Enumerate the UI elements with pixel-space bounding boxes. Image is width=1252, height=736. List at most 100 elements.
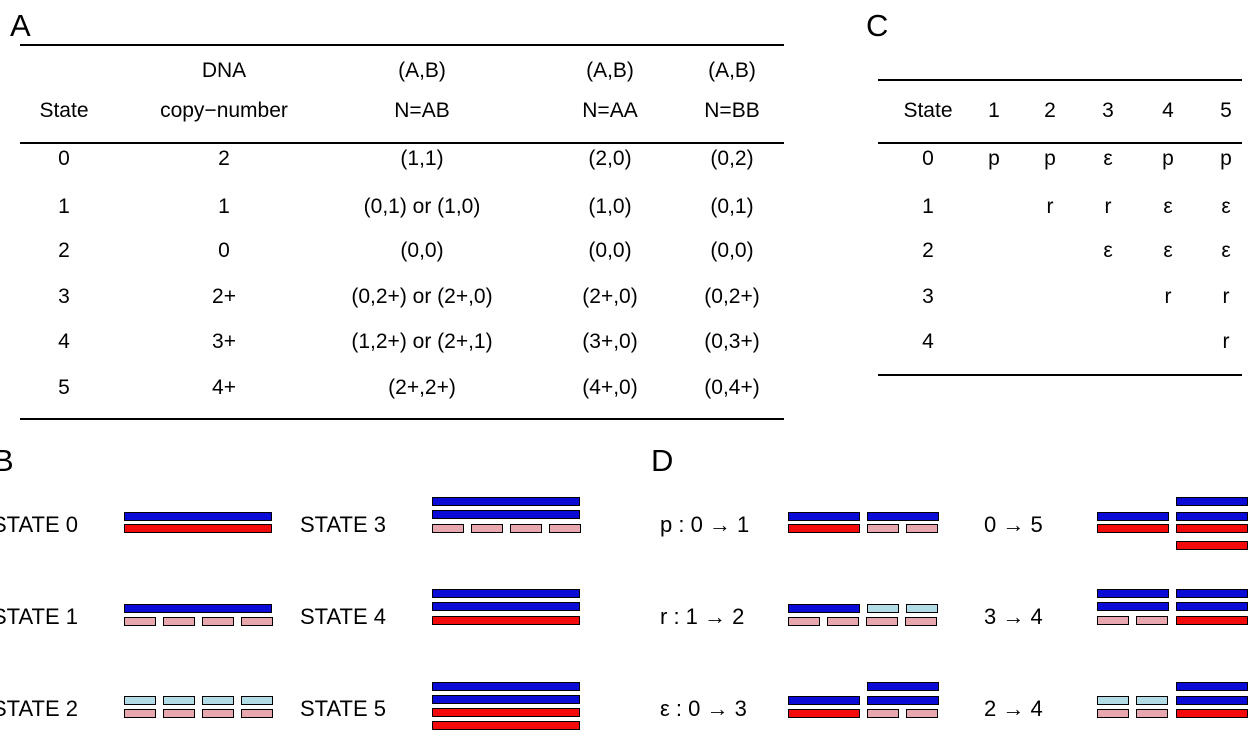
pink-segment xyxy=(788,617,820,626)
table-a-cell: (0,2+) xyxy=(677,286,787,307)
table-c-cell: ε xyxy=(1153,240,1183,261)
table-a-cell: (4+,0) xyxy=(555,377,665,398)
table-c-cell: ε xyxy=(1211,196,1241,217)
table-c-cell: 4 xyxy=(893,331,963,352)
pink-segment xyxy=(827,617,859,626)
table-a-header: N=BB xyxy=(677,100,787,121)
table-c-cell: 1 xyxy=(893,196,963,217)
pink-segment xyxy=(124,709,156,718)
blue-chromosome-bar xyxy=(1176,696,1248,705)
table-c-cell: p xyxy=(1035,148,1065,169)
panel-label-b: B xyxy=(0,445,14,476)
table-a-cell: (0,3+) xyxy=(677,331,787,352)
table-c-cell: r xyxy=(1035,196,1065,217)
red-chromosome-bar xyxy=(1176,616,1248,625)
pink-segment xyxy=(1097,616,1129,625)
blue-chromosome-bar xyxy=(432,682,580,691)
blue-chromosome-bar xyxy=(432,589,580,598)
table-a-top-rule xyxy=(20,44,784,46)
red-chromosome-bar xyxy=(124,524,272,533)
table-a-cell: (1,0) xyxy=(555,196,665,217)
pink-segment xyxy=(241,709,273,718)
blue-chromosome-bar xyxy=(432,602,580,611)
table-a-header: (A,B) xyxy=(555,60,665,81)
table-a-cell: 2 xyxy=(129,148,319,169)
table-a-header: N=AB xyxy=(307,100,537,121)
pink-segment xyxy=(471,524,503,533)
table-c-cell: r xyxy=(1153,286,1183,307)
light-blue-segment xyxy=(867,604,899,613)
table-a-cell: 0 xyxy=(19,148,109,169)
transition-label: 2 → 4 xyxy=(984,698,1043,720)
light-blue-segment xyxy=(906,604,938,613)
table-c-cell: r xyxy=(1093,196,1123,217)
table-a-cell: (1,2+) or (2+,1) xyxy=(307,331,537,352)
blue-chromosome-bar xyxy=(124,512,272,521)
table-c-cell: ε xyxy=(1153,196,1183,217)
blue-chromosome-bar xyxy=(867,696,939,705)
red-chromosome-bar xyxy=(1176,541,1248,550)
table-a-header: DNA xyxy=(129,60,319,81)
table-c-header: 5 xyxy=(1211,100,1241,121)
blue-chromosome-bar xyxy=(1176,512,1248,521)
blue-chromosome-bar xyxy=(1176,682,1248,691)
blue-chromosome-bar xyxy=(432,497,580,506)
blue-chromosome-bar xyxy=(124,604,272,613)
state-label: STATE 0 xyxy=(0,514,78,536)
pink-segment xyxy=(867,709,899,718)
table-a-header-rule xyxy=(20,142,784,144)
blue-chromosome-bar xyxy=(1097,589,1169,598)
pink-segment xyxy=(549,524,581,533)
table-c-cell: 0 xyxy=(893,148,963,169)
blue-chromosome-bar xyxy=(867,682,939,691)
pink-segment xyxy=(124,617,156,626)
blue-chromosome-bar xyxy=(1097,512,1169,521)
red-chromosome-bar xyxy=(1097,524,1169,533)
light-blue-segment xyxy=(124,696,156,705)
blue-chromosome-bar xyxy=(1176,602,1248,611)
table-a-cell: 3 xyxy=(19,286,109,307)
table-a-cell: 1 xyxy=(19,196,109,217)
red-chromosome-bar xyxy=(1176,709,1248,718)
red-chromosome-bar xyxy=(1176,524,1248,533)
table-a-cell: (0,0) xyxy=(677,240,787,261)
table-a-bottom-rule xyxy=(20,418,784,420)
state-label: STATE 4 xyxy=(300,606,386,628)
table-c-header: 3 xyxy=(1093,100,1123,121)
table-a-header: copy−number xyxy=(129,100,319,121)
blue-chromosome-bar xyxy=(1176,497,1248,506)
light-blue-segment xyxy=(202,696,234,705)
transition-label: 0 → 5 xyxy=(984,514,1043,536)
table-a-cell: 2+ xyxy=(129,286,319,307)
table-c-cell: 2 xyxy=(893,240,963,261)
pink-segment xyxy=(163,617,195,626)
table-a-cell: (2,0) xyxy=(555,148,665,169)
table-a-header: (A,B) xyxy=(677,60,787,81)
transition-label: ε : 0 → 3 xyxy=(660,698,747,720)
table-c-cell: ε xyxy=(1093,240,1123,261)
pink-segment xyxy=(905,617,937,626)
blue-chromosome-bar xyxy=(788,696,860,705)
pink-segment xyxy=(1097,709,1129,718)
pink-segment xyxy=(867,524,899,533)
table-a-cell: 4 xyxy=(19,331,109,352)
blue-chromosome-bar xyxy=(788,512,860,521)
transition-label: p : 0 → 1 xyxy=(660,514,749,536)
table-a-cell: (0,0) xyxy=(555,240,665,261)
table-a-header: N=AA xyxy=(555,100,665,121)
table-c-cell: p xyxy=(1211,148,1241,169)
table-a-cell: 1 xyxy=(129,196,319,217)
table-a-cell: (2+,0) xyxy=(555,286,665,307)
table-a-cell: (0,1) or (1,0) xyxy=(307,196,537,217)
pink-segment xyxy=(432,524,464,533)
table-a-cell: 5 xyxy=(19,377,109,398)
table-c-cell: 3 xyxy=(893,286,963,307)
pink-segment xyxy=(163,709,195,718)
transition-label: r : 1 → 2 xyxy=(660,606,744,628)
blue-chromosome-bar xyxy=(867,512,939,521)
table-a-cell: 4+ xyxy=(129,377,319,398)
table-c-header: 2 xyxy=(1035,100,1065,121)
pink-segment xyxy=(202,709,234,718)
table-a-header: State xyxy=(19,100,109,121)
red-chromosome-bar xyxy=(432,721,580,730)
